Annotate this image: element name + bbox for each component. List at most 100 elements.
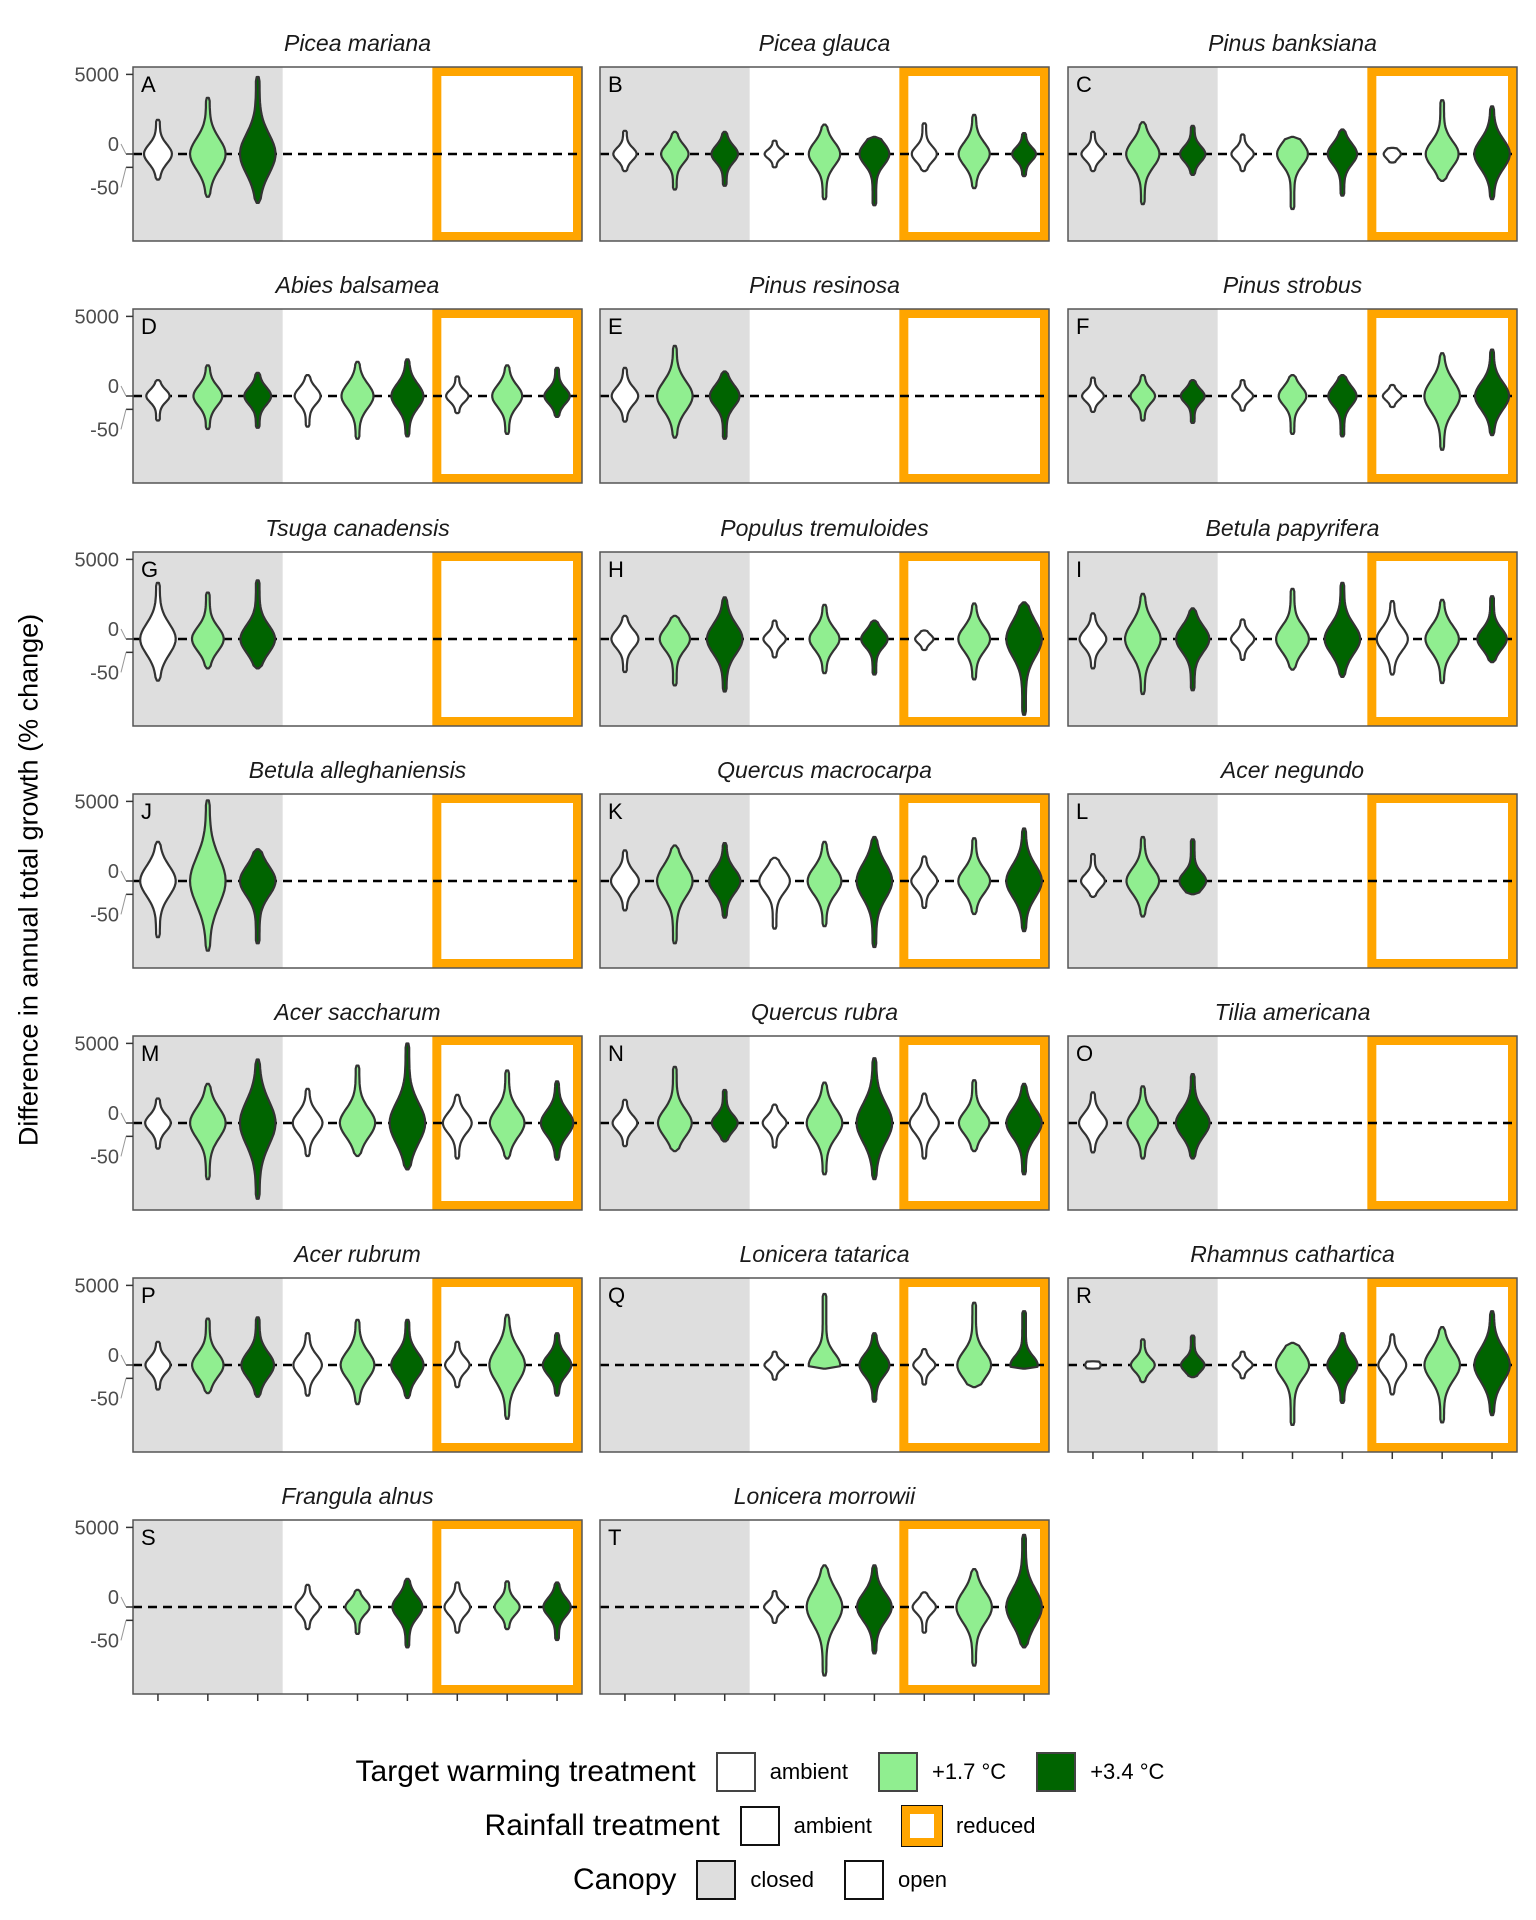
violin-D-6 (445, 375, 470, 415)
panel-letter: D (141, 314, 157, 339)
y-tick-label: 5000 (75, 791, 120, 813)
y-tick-label: 0 (108, 1345, 119, 1367)
violin-H-4 (808, 603, 841, 675)
legend-rainfall: Rainfall treatment ambient reduced (0, 1805, 1536, 1847)
panel-letter: G (141, 557, 158, 582)
panel-title: Lonicera tatarica (739, 1241, 909, 1267)
violin-R-6 (1377, 1333, 1408, 1396)
violin-N-7 (957, 1079, 991, 1153)
violin-I-8 (1476, 595, 1508, 664)
panel-border (599, 551, 1050, 727)
violin-P-6 (444, 1340, 471, 1389)
panel-title: Abies balsamea (274, 272, 440, 298)
violin-R-5 (1326, 1332, 1359, 1405)
violin-D-2 (243, 371, 273, 429)
panel-I: I Betula papyrifera (1067, 515, 1518, 727)
legend-key-closed (696, 1860, 737, 1900)
legend-label: ambient (793, 1813, 872, 1838)
violin-F-0 (1080, 376, 1106, 413)
violin-L-2 (1178, 838, 1208, 896)
legend-key-reduced-rain (900, 1805, 943, 1847)
panel-A: A Picea mariana 5000 0 -50 (75, 30, 583, 242)
violin-E-2 (708, 370, 741, 440)
violin-S-7 (493, 1580, 521, 1631)
panel-title: Picea mariana (284, 30, 431, 56)
violin-K-7 (957, 837, 992, 916)
violin-M-8 (539, 1080, 575, 1161)
violin-B-5 (858, 135, 891, 207)
violin-D-8 (543, 366, 571, 418)
panel-letter: Q (608, 1283, 625, 1308)
violin-O-2 (1174, 1072, 1211, 1160)
violin-G-2 (239, 579, 277, 670)
panel-Q: Q Lonicera tatarica (599, 1241, 1050, 1453)
violin-C-0 (1080, 130, 1106, 173)
y-tick-leader (120, 409, 127, 430)
violin-Q-7 (956, 1301, 993, 1389)
violin-I-2 (1174, 607, 1211, 692)
y-tick-leader (120, 894, 127, 915)
violin-P-7 (488, 1313, 527, 1420)
violin-B-1 (660, 130, 690, 191)
y-tick-label: -50 (90, 1388, 119, 1410)
panel-title: Rhamnus cathartica (1190, 1241, 1395, 1267)
violin-H-3 (762, 619, 787, 659)
violin-B-4 (807, 123, 842, 201)
panel-letter: O (1076, 1041, 1093, 1066)
panel-K: K Quercus macrocarpa (599, 757, 1050, 969)
panel-title: Quercus macrocarpa (717, 757, 932, 783)
y-tick-label: 0 (108, 861, 119, 883)
violin-R-4 (1274, 1341, 1311, 1427)
y-tick-leader (120, 1620, 127, 1641)
y-tick-label: -50 (90, 419, 119, 441)
violin-T-4 (805, 1564, 844, 1677)
violin-O-1 (1126, 1085, 1160, 1160)
violin-H-0 (610, 614, 640, 674)
panel-border (1067, 308, 1518, 484)
panel-letter: T (608, 1525, 621, 1550)
y-tick-leader (120, 1136, 127, 1157)
violin-H-7 (957, 602, 992, 681)
y-tick-leader (120, 628, 127, 640)
violin-R-8 (1473, 1310, 1511, 1417)
legend-canopy: Canopy closed open (0, 1860, 1536, 1900)
violin-G-0 (139, 581, 177, 682)
y-tick-leader (120, 385, 127, 397)
y-tick-label: 5000 (75, 549, 120, 571)
violin-R-0 (1084, 1360, 1102, 1370)
violin-L-0 (1079, 852, 1107, 899)
panel-letter: H (608, 557, 624, 582)
violin-E-0 (610, 366, 640, 423)
y-tick-label: -50 (90, 1146, 119, 1168)
violin-C-8 (1473, 105, 1511, 201)
panel-letter: F (1076, 314, 1089, 339)
violin-N-5 (855, 1057, 894, 1181)
violin-C-5 (1326, 128, 1359, 197)
y-tick-leader (120, 652, 127, 673)
violin-I-1 (1123, 592, 1162, 696)
y-tick-leader (120, 1378, 127, 1399)
panel-letter: K (608, 799, 623, 824)
panel-S: S Frangula alnus 5000 0 -50 (75, 1483, 583, 1701)
y-tick-label: 5000 (75, 64, 120, 86)
y-tick-label: 0 (108, 134, 119, 156)
panel-title: Pinus strobus (1223, 272, 1363, 298)
panel-title: Betula alleghaniensis (249, 757, 467, 783)
legend-label: reduced (955, 1813, 1036, 1838)
y-tick-leader (120, 167, 127, 188)
panel-D: D Abies balsamea 5000 0 -50 (75, 272, 583, 484)
legend-key-open (844, 1860, 885, 1900)
violin-B-8 (1010, 132, 1038, 178)
panel-M: M Acer saccharum 5000 0 -50 (75, 999, 583, 1211)
panel-border (599, 793, 1050, 969)
violin-K-5 (855, 835, 894, 949)
violin-D-3 (293, 374, 322, 428)
y-tick-leader (120, 1354, 127, 1366)
legend-label: closed (750, 1867, 815, 1892)
violin-R-3 (1231, 1350, 1254, 1380)
violin-M-6 (441, 1093, 473, 1160)
legend-warming: Target warming treatment ambient +1.7 °C… (0, 1752, 1536, 1792)
violin-Q-5 (858, 1332, 891, 1403)
y-tick-label: 5000 (75, 1033, 120, 1055)
violin-F-1 (1129, 374, 1157, 422)
